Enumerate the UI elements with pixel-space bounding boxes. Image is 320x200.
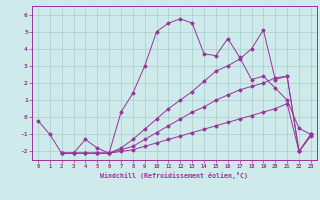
X-axis label: Windchill (Refroidissement éolien,°C): Windchill (Refroidissement éolien,°C)	[100, 172, 248, 179]
